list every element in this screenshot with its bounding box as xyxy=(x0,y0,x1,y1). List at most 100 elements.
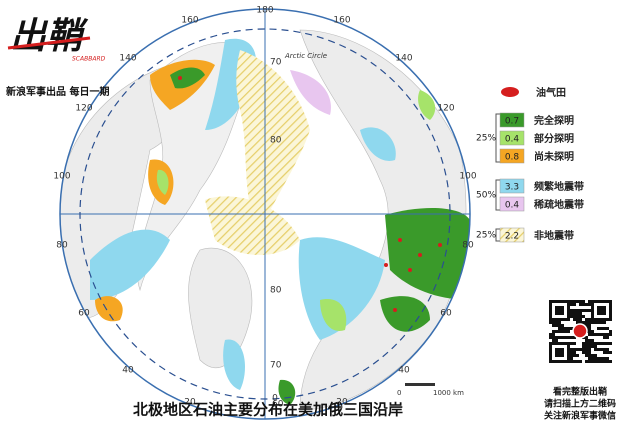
oil-field xyxy=(393,308,397,312)
qr-cell xyxy=(606,348,609,351)
qr-cell xyxy=(555,300,558,303)
qr-cell xyxy=(549,360,552,363)
qr-cell xyxy=(600,321,603,324)
qr-cell xyxy=(555,324,558,327)
qr-cell xyxy=(549,315,552,318)
qr-cell xyxy=(591,315,594,318)
latitude-label: 80 xyxy=(270,286,282,296)
map-border xyxy=(59,8,471,420)
qr-cell xyxy=(609,309,612,312)
qr-cell xyxy=(591,339,594,342)
qr-cell xyxy=(558,327,561,330)
qr-cell xyxy=(567,360,570,363)
qr-line: 关注新浪军事微信 xyxy=(544,410,616,422)
qr-cell xyxy=(609,306,612,309)
qr-cell xyxy=(552,330,555,333)
qr-cell xyxy=(576,315,579,318)
qr-cell xyxy=(585,336,588,339)
qr-cell xyxy=(591,357,594,360)
qr-cell xyxy=(552,300,555,303)
qr-cell xyxy=(588,309,591,312)
qr-cell xyxy=(606,336,609,339)
qr-cell xyxy=(603,333,606,336)
qr-cell xyxy=(579,300,582,303)
legend-label: 尚未探明 xyxy=(534,150,574,163)
qr-cell xyxy=(588,354,591,357)
qr-cell xyxy=(570,348,573,351)
qr-cell xyxy=(549,306,552,309)
qr-cell xyxy=(576,312,579,315)
qr-cell xyxy=(558,360,561,363)
qr-cell xyxy=(594,360,597,363)
qr-cell xyxy=(609,315,612,318)
qr-cell xyxy=(549,333,552,336)
qr-cell xyxy=(579,360,582,363)
legend-swatch xyxy=(499,178,525,194)
qr-cell xyxy=(603,357,606,360)
qr-cell xyxy=(579,318,582,321)
qr-cell xyxy=(606,351,609,354)
qr-cell xyxy=(591,330,594,333)
qr-cell xyxy=(561,330,564,333)
qr-cell xyxy=(609,303,612,306)
qr-cell xyxy=(585,342,588,345)
qr-cell xyxy=(576,354,579,357)
qr-cell xyxy=(585,321,588,324)
basin-alaska-proven xyxy=(170,67,205,89)
qr-cell xyxy=(549,351,552,354)
qr-cell xyxy=(603,342,606,345)
oil-field xyxy=(178,76,182,80)
qr-cell xyxy=(570,327,573,330)
qr-cell xyxy=(597,342,600,345)
longitude-label: 160 xyxy=(333,16,350,26)
qr-cell xyxy=(609,342,612,345)
map-body xyxy=(60,9,470,419)
oil-field xyxy=(408,268,412,272)
longitude-label: 40 xyxy=(398,366,410,376)
qr-cell xyxy=(567,348,570,351)
qr-cell xyxy=(588,321,591,324)
qr-cell xyxy=(567,318,570,321)
qr-cell xyxy=(588,360,591,363)
longitude-label: 180 xyxy=(256,6,273,16)
qr-cell xyxy=(603,300,606,303)
qr-cell xyxy=(600,306,603,309)
qr-cell xyxy=(558,336,561,339)
qr-cell xyxy=(567,342,570,345)
qr-cell xyxy=(597,348,600,351)
qr-cell xyxy=(588,333,591,336)
qr-cell xyxy=(603,309,606,312)
qr-cell xyxy=(582,342,585,345)
qr-cell xyxy=(591,333,594,336)
legend-swatch xyxy=(499,227,525,243)
qr-cell xyxy=(564,360,567,363)
qr-cell xyxy=(552,324,555,327)
qr-line: 看完整版出鞘 xyxy=(553,386,607,398)
nonseismic-2 xyxy=(205,196,300,255)
qr-cell xyxy=(582,315,585,318)
longitude-label: 140 xyxy=(395,54,412,64)
qr-cell xyxy=(549,300,552,303)
qr-cell xyxy=(558,330,561,333)
qr-cell xyxy=(579,321,582,324)
legend-label: 稀疏地震带 xyxy=(534,198,584,211)
qr-cell xyxy=(609,312,612,315)
qr-cell xyxy=(555,354,558,357)
qr-cell xyxy=(549,336,552,339)
qr-cell xyxy=(561,327,564,330)
legend-value: 0.7 xyxy=(505,117,519,127)
qr-cell xyxy=(606,300,609,303)
qr-cell xyxy=(588,342,591,345)
qr-cell xyxy=(588,303,591,306)
qr-cell xyxy=(564,327,567,330)
logo: 出鞘 xyxy=(10,16,89,57)
legend: 25% 0.7 完全探明 0.4 部分探明 0.8 尚未探明 50% 3.3 频繁地震带 0.4 稀疏… xyxy=(476,112,584,243)
qr-cell xyxy=(588,351,591,354)
longitude-label: 60 xyxy=(78,309,90,319)
qr-cell xyxy=(570,336,573,339)
qr-cell xyxy=(603,351,606,354)
qr-cell xyxy=(558,312,561,315)
basin-east-siberia xyxy=(418,90,436,120)
qr-cell xyxy=(558,351,561,354)
